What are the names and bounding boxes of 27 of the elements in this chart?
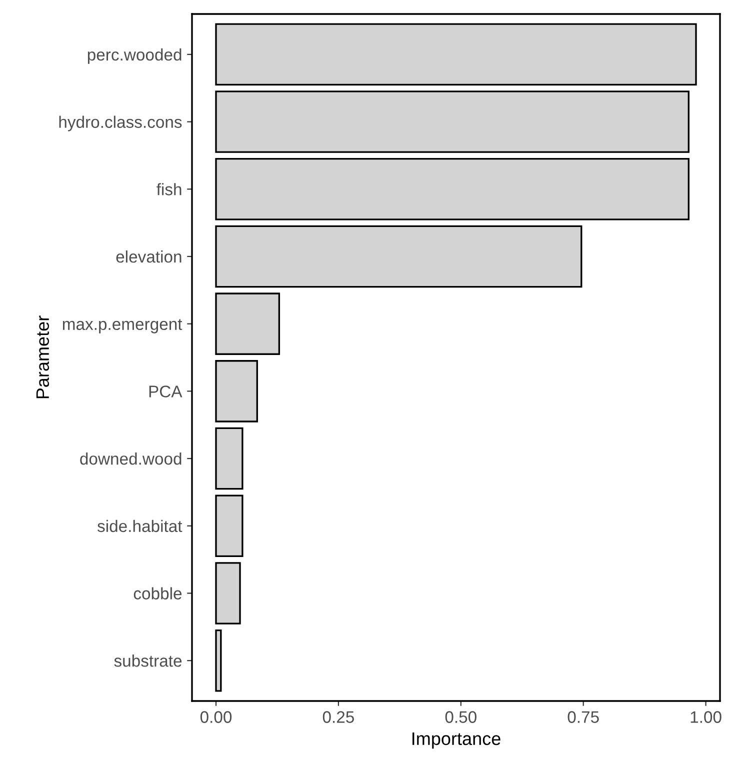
- y-tick-label: downed.wood: [80, 452, 182, 465]
- bar: [215, 494, 244, 558]
- x-tick-label: 0.75: [568, 711, 599, 723]
- bar: [215, 292, 280, 355]
- y-axis-title: Parameter: [36, 316, 50, 398]
- x-axis-title: Importance: [412, 732, 500, 749]
- y-tick-label: elevation: [116, 250, 182, 263]
- bar: [215, 158, 690, 220]
- y-tick-label: hydro.class.cons: [59, 116, 182, 132]
- y-tick-label: substrate: [114, 654, 182, 667]
- y-tick-label: perc.wooded: [88, 48, 182, 64]
- x-tick-label: 0.25: [322, 711, 354, 723]
- bar: [215, 427, 244, 490]
- bar: [215, 90, 690, 153]
- bar: [215, 23, 697, 86]
- x-tick-label: 0.50: [445, 711, 476, 723]
- x-tick-label: 1.00: [690, 711, 722, 723]
- y-tick-label: max.p.emergent: [62, 319, 182, 334]
- y-tick-label: cobble: [134, 587, 182, 600]
- x-tick-label: 0.00: [200, 711, 232, 723]
- y-tick-label: side.habitat: [98, 520, 182, 532]
- bar: [215, 629, 222, 692]
- bar: [215, 360, 258, 422]
- y-tick-label: fish: [156, 183, 182, 196]
- bar: [215, 562, 241, 624]
- bar: [215, 225, 582, 288]
- y-tick-label: PCA: [149, 386, 182, 398]
